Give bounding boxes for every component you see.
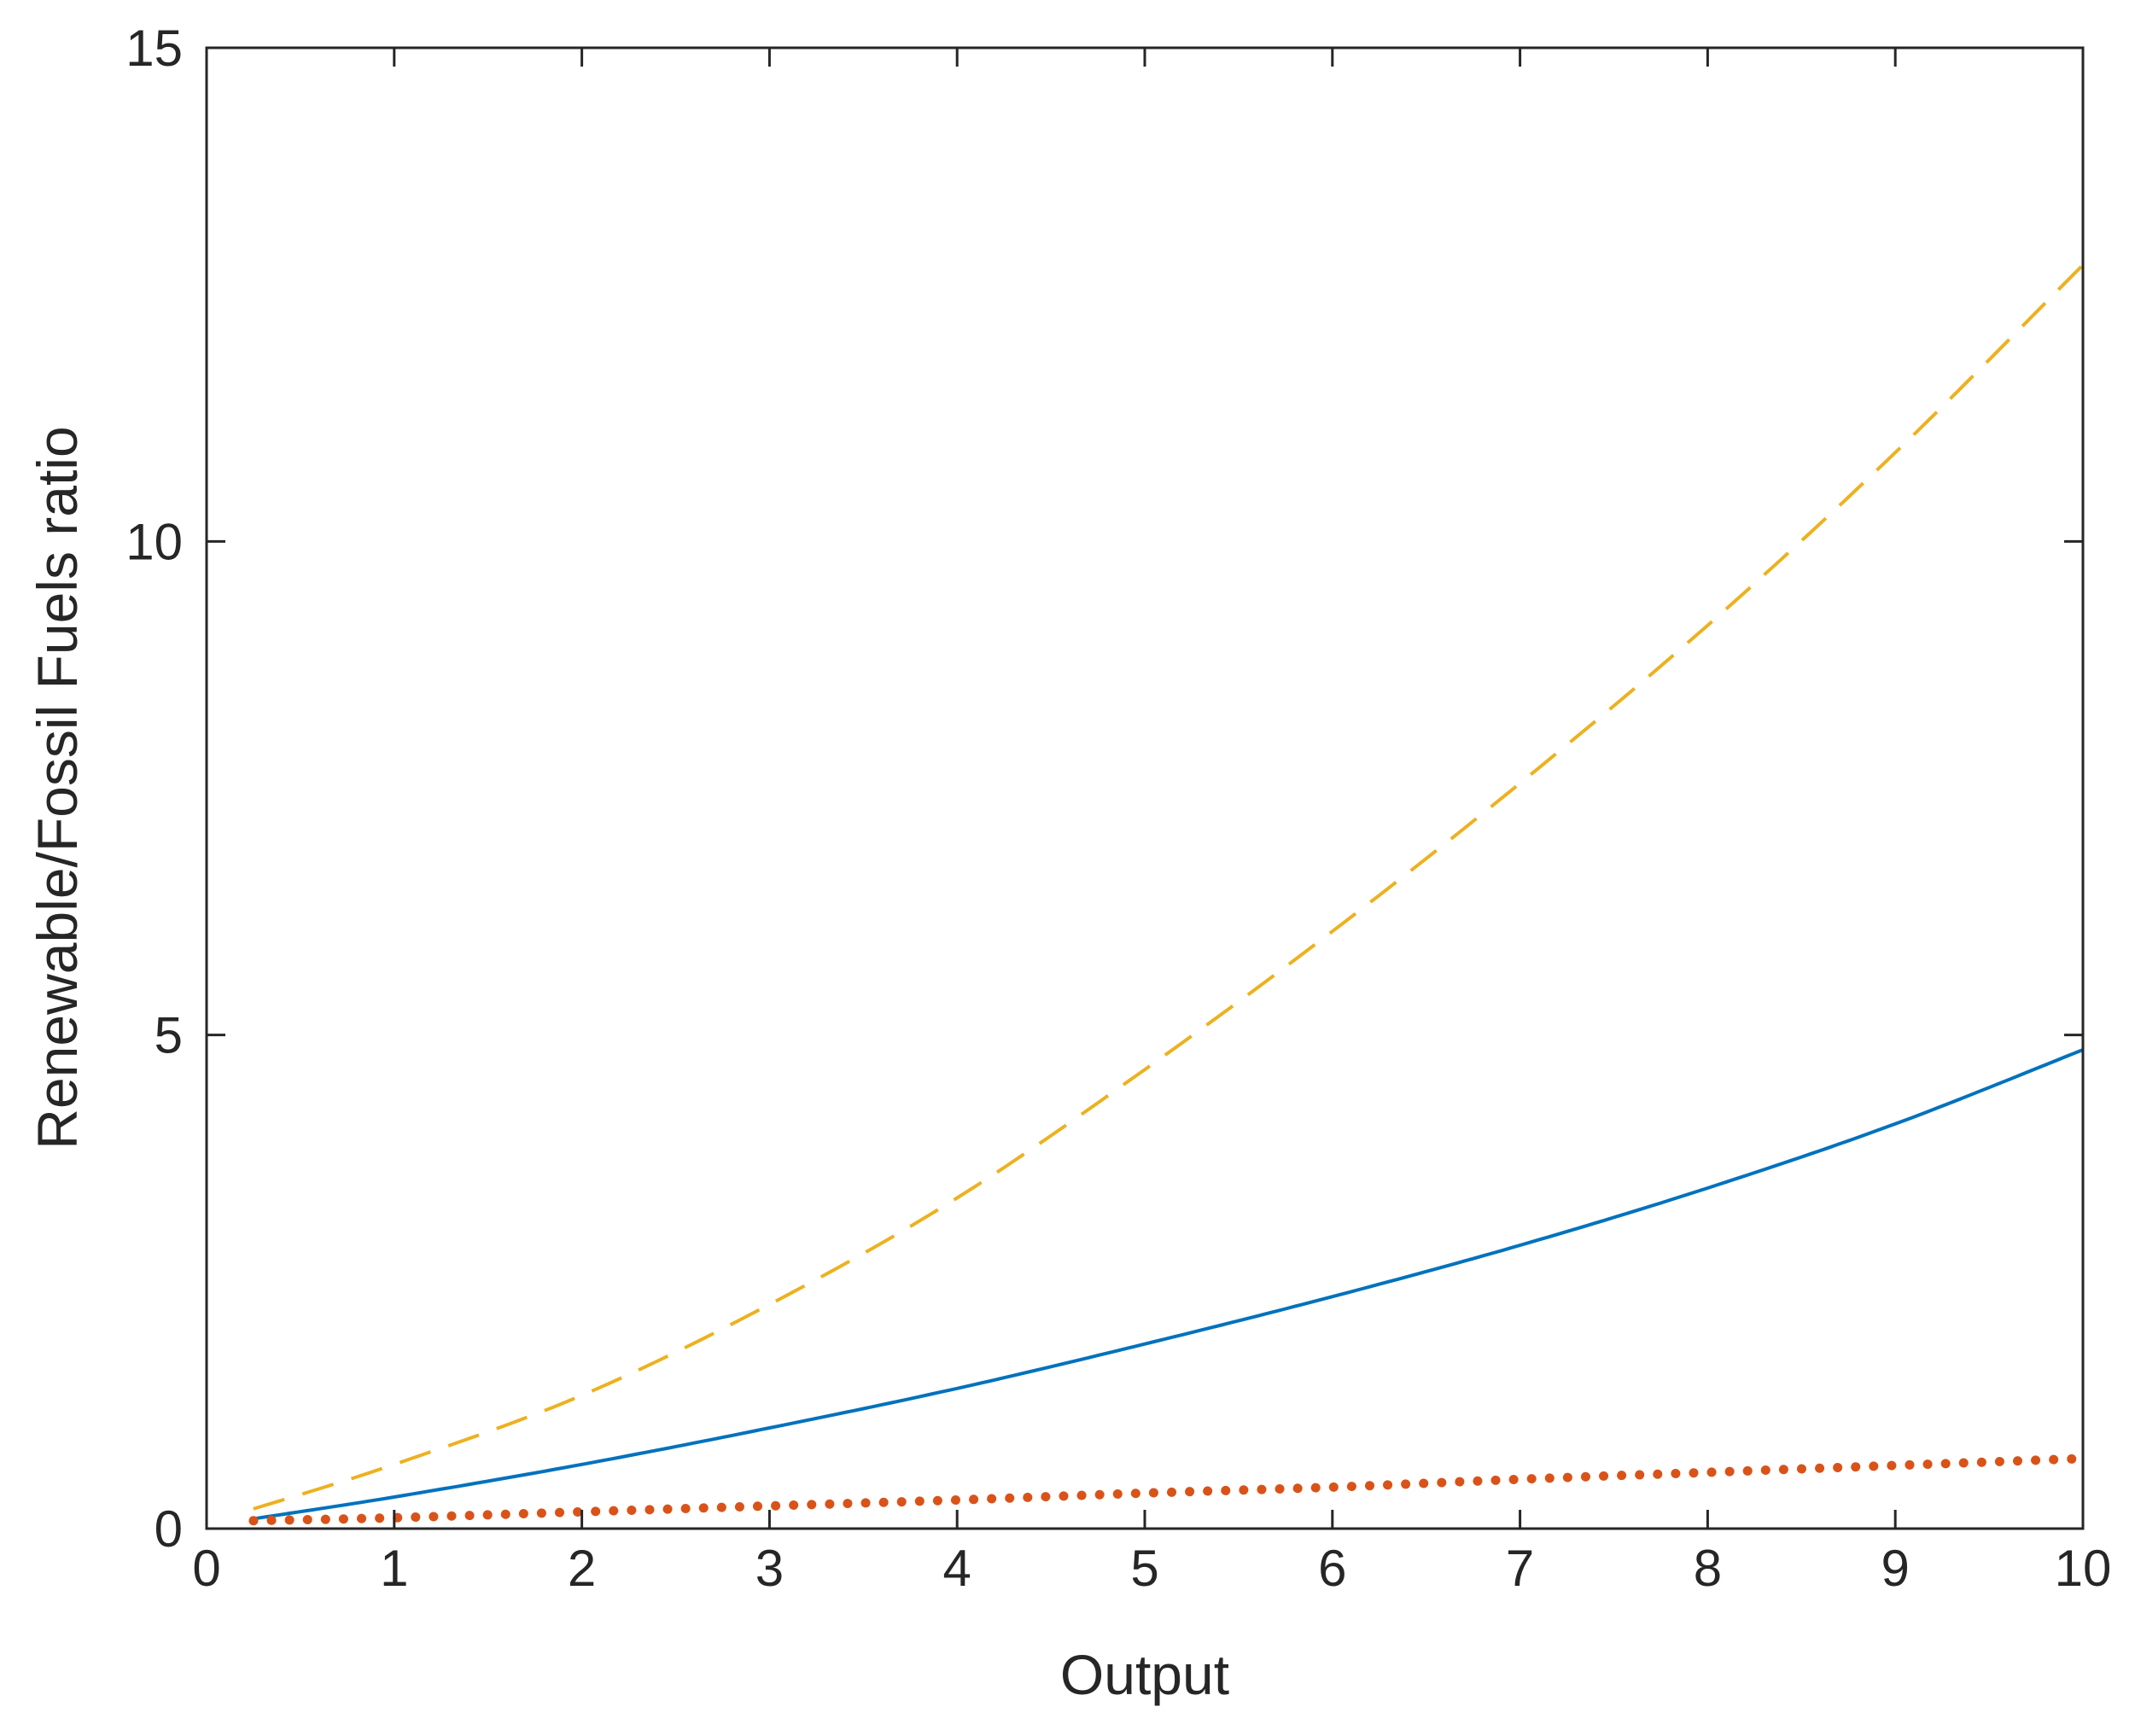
x-tick-label: 10 [2055, 1540, 2112, 1597]
y-axis-label: Renewable/Fossil Fuels ratio [26, 426, 89, 1149]
x-tick-label: 3 [755, 1540, 784, 1597]
tick-layer: 0 1 2 3 4 5 6 7 8 9 10 0 5 10 15 [125, 20, 2111, 1597]
y-tick-label: 10 [125, 513, 183, 570]
series-layer [248, 264, 2088, 1526]
y-tick-label: 0 [155, 1500, 183, 1558]
y-tick-label: 15 [125, 20, 183, 77]
x-tick-label: 1 [380, 1540, 408, 1597]
series-line-dashed [253, 264, 2085, 1511]
plot-background [207, 48, 2083, 1529]
x-tick-label: 9 [1881, 1540, 1910, 1597]
x-tick-label: 4 [943, 1540, 971, 1597]
series-line-dotted [248, 1453, 2088, 1526]
x-tick-label: 2 [568, 1540, 596, 1597]
series-line-solid [253, 1048, 2084, 1521]
x-tick-label: 0 [192, 1540, 220, 1597]
x-tick-label: 8 [1694, 1540, 1722, 1597]
x-axis-label: Output [1060, 1643, 1229, 1706]
x-tick-label: 7 [1506, 1540, 1534, 1597]
x-tick-label: 6 [1318, 1540, 1346, 1597]
x-tick-label: 5 [1130, 1540, 1158, 1597]
y-tick-label: 5 [155, 1007, 183, 1064]
